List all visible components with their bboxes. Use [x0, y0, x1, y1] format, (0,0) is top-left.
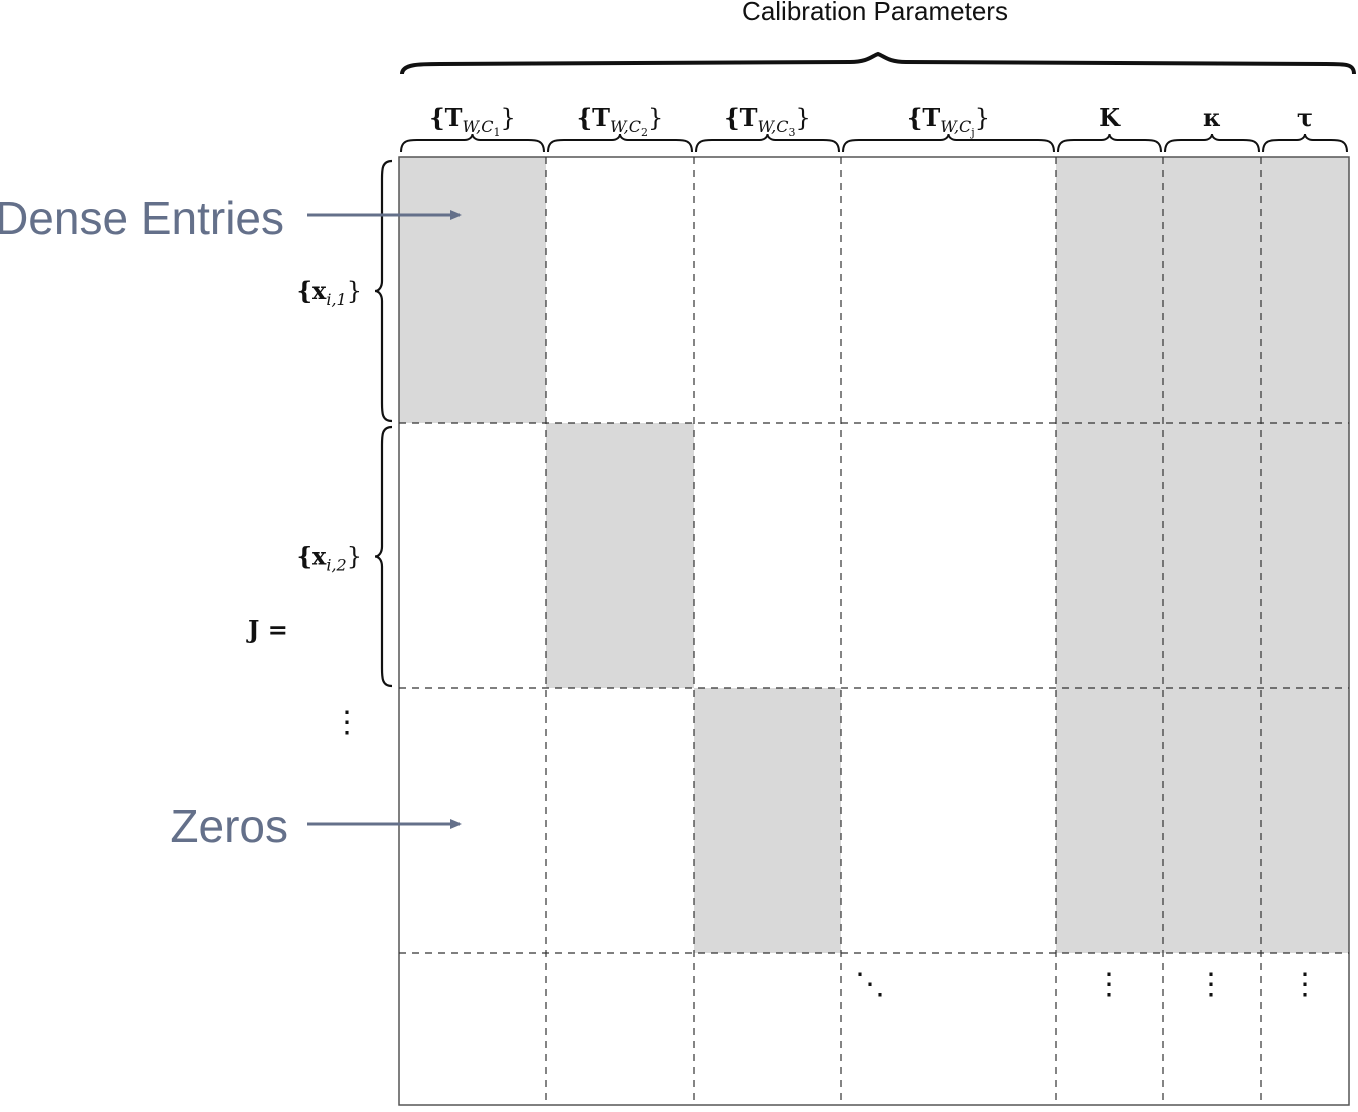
- diagonal-ellipsis: ⋱: [855, 967, 885, 1002]
- column-label-main: {T: [429, 103, 462, 132]
- matrix-grid: [398, 156, 1350, 1106]
- column-label: {TW,C2}: [577, 103, 664, 139]
- dense-blocks: [399, 157, 1349, 953]
- column-label: {TW,C1}: [429, 103, 516, 139]
- column-label-close: }: [501, 104, 516, 132]
- k-ellipsis: ⋮: [1094, 967, 1124, 1002]
- diagram-title: Calibration Parameters: [742, 0, 1008, 26]
- row-headers: {xi,1}{xi,2}: [297, 159, 393, 688]
- zeros-label: Zeros: [170, 800, 288, 852]
- column-label-sub: W,C: [758, 117, 789, 136]
- column-brace: [547, 133, 693, 153]
- column-label-subsub: j: [969, 126, 974, 139]
- calibration-brace: [400, 51, 1356, 75]
- column-label-main: K: [1099, 103, 1121, 132]
- row-brace: [374, 159, 393, 423]
- column-label-subsub: 2: [641, 126, 648, 139]
- row-label-main: {x: [297, 542, 327, 571]
- dense-block: [1163, 423, 1261, 688]
- column-label-close: }: [648, 104, 663, 132]
- kappa-ellipsis: ⋮: [1196, 967, 1226, 1002]
- column-label-close: }: [796, 104, 811, 132]
- tau-ellipsis: ⋮: [1290, 967, 1320, 1002]
- column-brace: [1262, 133, 1348, 153]
- column-label-subsub: 1: [494, 126, 501, 139]
- column-brace: [842, 133, 1055, 153]
- column-label-main: {T: [577, 103, 610, 132]
- row-label-close: }: [347, 277, 362, 305]
- dense-block: [1261, 157, 1349, 423]
- row-label: {xi,1}: [297, 276, 362, 309]
- dense-block: [546, 423, 694, 688]
- jacobian-label: J =: [246, 615, 288, 644]
- column-label: τ: [1297, 103, 1313, 132]
- dense-entries-label: Dense Entries: [0, 192, 284, 244]
- dense-block: [1261, 688, 1349, 953]
- dense-block: [1163, 157, 1261, 423]
- row-label: {xi,2}: [297, 542, 362, 575]
- column-label-sub: W,C: [610, 117, 641, 136]
- column-label-subsub: 3: [789, 126, 796, 139]
- column-brace: [1164, 133, 1260, 153]
- dense-block: [1261, 423, 1349, 688]
- column-label: {TW,C3}: [724, 103, 811, 139]
- matrix-border: [398, 156, 1350, 1106]
- column-label: K: [1099, 103, 1121, 132]
- column-label: κ: [1203, 103, 1221, 132]
- column-brace: [400, 133, 545, 153]
- dense-block: [1056, 157, 1163, 423]
- column-brace: [695, 133, 840, 153]
- row-label-sub: i,1: [326, 290, 346, 309]
- column-brace: [1057, 133, 1162, 153]
- dense-block: [399, 157, 546, 423]
- row-label-sub: i,2: [326, 556, 346, 575]
- dense-block: [1163, 688, 1261, 953]
- column-label-close: }: [975, 104, 990, 132]
- row-label-main: {x: [297, 276, 327, 305]
- dense-block: [1056, 423, 1163, 688]
- column-label-main: {T: [907, 103, 940, 132]
- row-label-close: }: [347, 543, 362, 571]
- column-label-main: κ: [1203, 103, 1221, 132]
- row-brace: [374, 425, 393, 688]
- column-label-main: {T: [724, 103, 757, 132]
- row-ellipsis: ⋮: [332, 705, 362, 740]
- dense-block: [1056, 688, 1163, 953]
- dense-block: [694, 688, 841, 953]
- column-label-main: τ: [1297, 103, 1313, 132]
- column-label: {TW,Cj}: [907, 103, 990, 139]
- column-label-sub: W,C: [940, 117, 971, 136]
- column-label-sub: W,C: [463, 117, 494, 136]
